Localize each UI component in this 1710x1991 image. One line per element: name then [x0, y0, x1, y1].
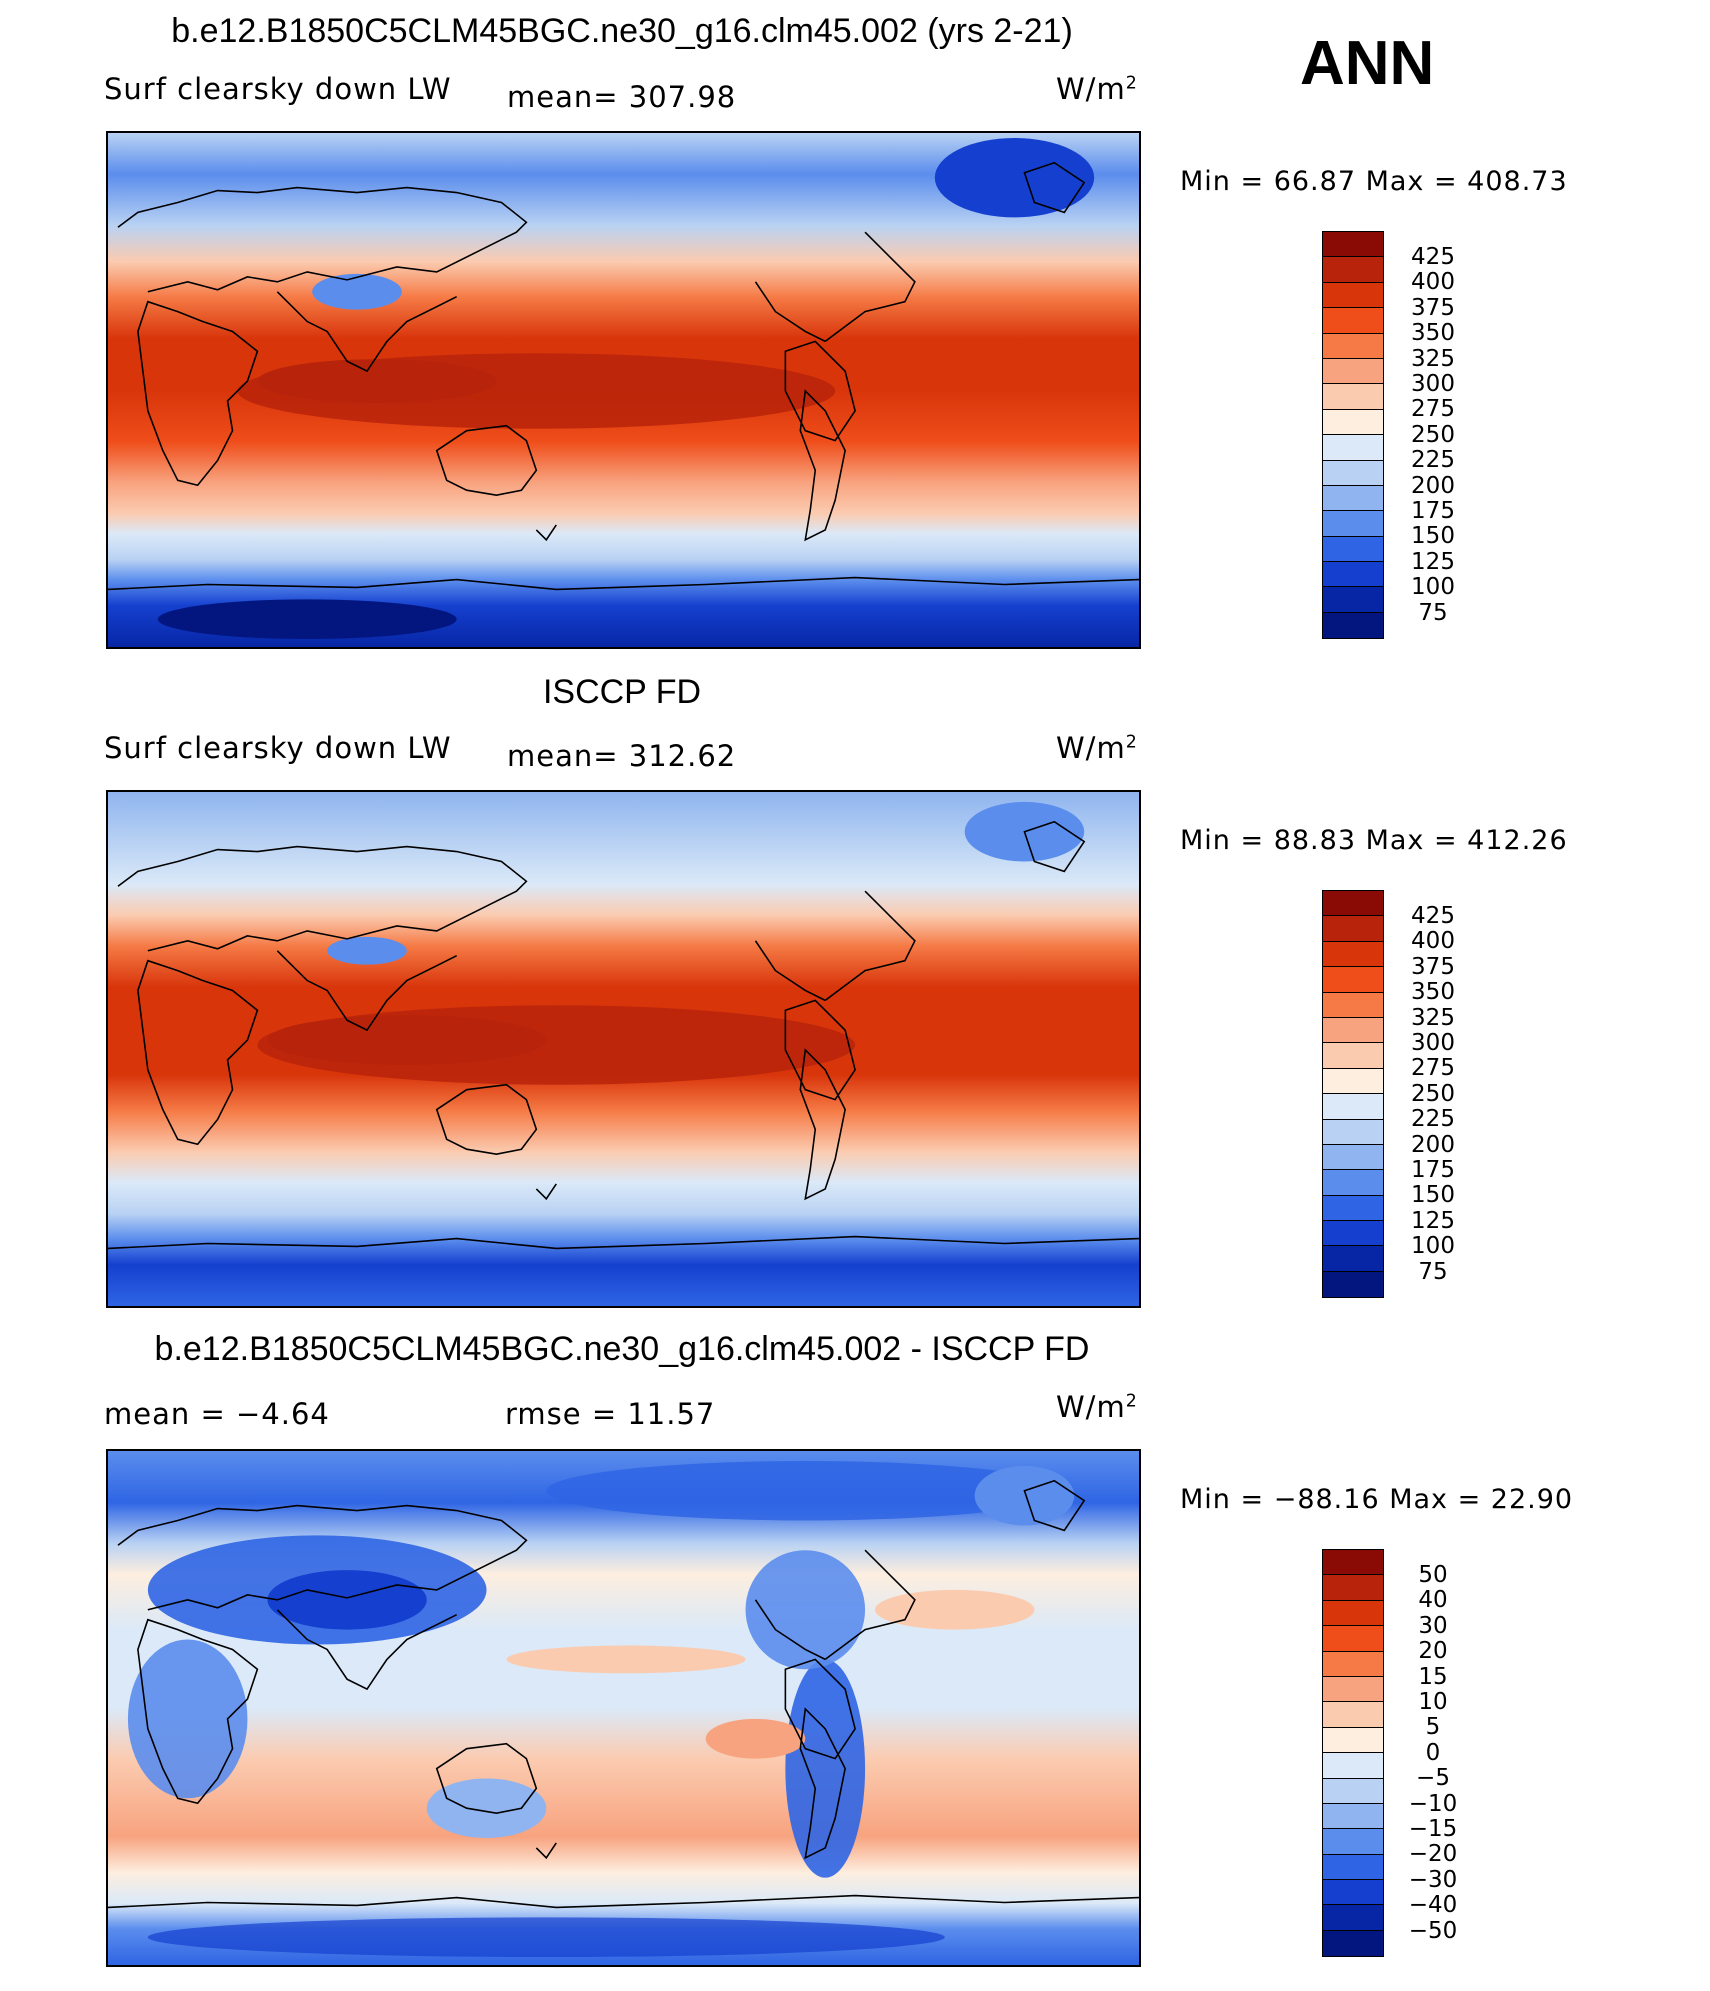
panel-3-colorbar-labels: 50 40 30 20 15 10 5 0 −5 −10 −15 −20 −30 −40 −50: [1408, 1562, 1458, 1944]
panel-2-map: [106, 790, 1141, 1308]
panel-2-variable-label: Surf clearsky down LW: [104, 731, 452, 765]
panel-2-colorbar-labels: 425 400 375 350 325 300 275 250 225 200 175 150 …: [1411, 903, 1455, 1285]
panel-3-map: [106, 1449, 1141, 1967]
panel-1-min-max: Min = 66.87 Max = 408.73: [1180, 166, 1568, 197]
panel-1-colorbar-labels: 425 400 375 350 325 300 275 250 225 200 175 150 …: [1411, 244, 1455, 626]
panel-1-units: W/m2: [1056, 72, 1138, 106]
panel-3-mean-label: mean = −4.64: [104, 1397, 330, 1431]
panel-1-mean-label: mean= 307.98: [507, 80, 737, 114]
panel-2-mean-label: mean= 312.62: [507, 739, 737, 773]
panel-1-variable-label: Surf clearsky down LW: [104, 72, 452, 106]
panel-2-title: ISCCP FD: [542, 673, 702, 711]
panel-1-map: [106, 131, 1141, 649]
panel-3-colorbar: [1322, 1549, 1384, 1958]
panel-2-units: W/m2: [1056, 731, 1138, 765]
panel-3-min-max: Min = −88.16 Max = 22.90: [1180, 1484, 1574, 1515]
panel-1-colorbar: [1322, 231, 1384, 640]
panel-3-rmse-label: rmse = 11.57: [505, 1397, 716, 1431]
panel-1-title: b.e12.B1850C5CLM45BGC.ne30_g16.clm45.002…: [171, 12, 1073, 50]
panel-2-colorbar: [1322, 890, 1384, 1299]
panel-2-min-max: Min = 88.83 Max = 412.26: [1180, 825, 1568, 856]
panel-3-units: W/m2: [1056, 1390, 1138, 1424]
season-label: ANN: [1300, 29, 1435, 98]
panel-3-title: b.e12.B1850C5CLM45BGC.ne30_g16.clm45.002…: [154, 1330, 1090, 1368]
